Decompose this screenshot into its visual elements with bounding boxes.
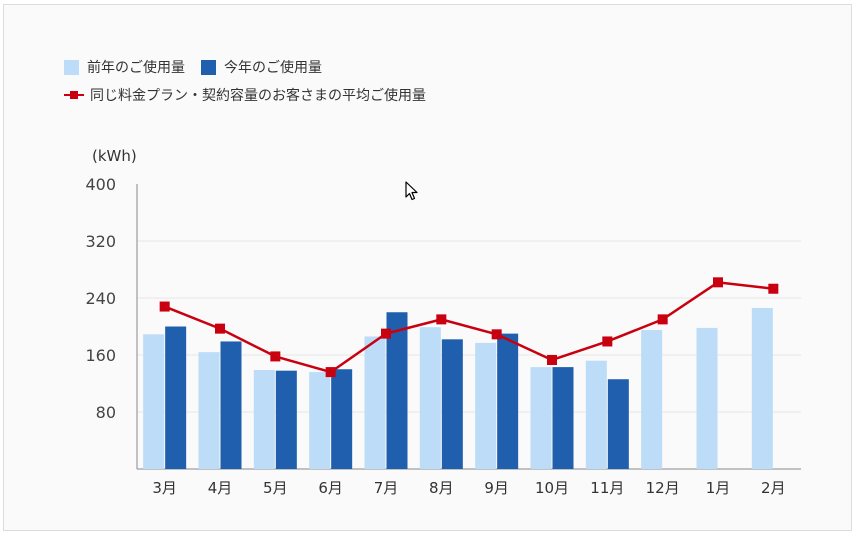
bar-current-year [331,369,353,469]
x-tick-label: 5月 [263,479,288,497]
mouse-cursor-icon [405,181,418,201]
legend-swatch-previous-year [64,59,79,75]
average-usage-marker [491,329,502,340]
legend-row-line: 同じ料金プラン・契約容量のお客さまの平均ご使用量 [64,84,442,106]
x-tick-label: 6月 [318,479,343,497]
y-tick-label: 80 [96,403,116,422]
bar-current-year [386,312,408,469]
bar-previous-year [253,369,275,469]
bar-previous-year [530,367,552,469]
legend-swatch-average [64,88,84,103]
bar-previous-year [364,336,386,469]
legend-row-bars: 前年のご使用量 今年のご使用量 [64,56,442,78]
average-usage-line [164,281,774,374]
x-tick-label: 7月 [374,479,399,497]
x-tick-label: 11月 [590,479,624,497]
legend-item-average: 同じ料金プラン・契約容量のお客さまの平均ご使用量 [64,85,426,105]
average-usage-marker [657,314,668,325]
y-tick-label: 160 [85,346,116,365]
y-axis-unit-label: (kWh) [92,147,137,165]
average-usage-marker [436,314,447,325]
x-tick-label: 8月 [429,479,454,497]
bar-previous-year [696,327,718,469]
average-usage-marker [768,283,779,294]
bar-current-year [497,333,519,469]
legend-item-current-year: 今年のご使用量 [201,57,322,77]
average-usage-marker [381,328,391,339]
legend-swatch-current-year [201,59,216,75]
chart-legend: 前年のご使用量 今年のご使用量 同じ料金プラン・契約容量のお客さまの平均ご使用量 [64,56,442,112]
bar-previous-year [419,327,441,469]
bar-previous-year [475,342,497,469]
average-usage-marker [215,323,225,334]
bar-previous-year [585,360,607,469]
bar-current-year [607,379,629,469]
legend-label-average: 同じ料金プラン・契約容量のお客さまの平均ご使用量 [90,88,426,104]
x-tick-label: 9月 [484,479,509,497]
bar-current-year [220,341,242,469]
y-tick-label: 240 [85,289,116,308]
bar-current-year [441,339,463,469]
y-tick-label: 320 [85,232,116,251]
bar-previous-year [143,334,165,469]
x-tick-label: 10月 [535,479,569,497]
legend-label-previous-year: 前年のご使用量 [87,60,185,76]
bar-previous-year [309,372,331,469]
average-usage-marker [159,301,170,312]
legend-label-current-year: 今年のご使用量 [224,60,322,76]
y-tick-label: 400 [85,175,116,194]
average-usage-marker [325,367,336,378]
x-tick-label: 12月 [646,479,680,497]
bar-current-year [165,326,187,469]
x-tick-label: 1月 [706,479,731,497]
bar-current-year [275,370,297,469]
bar-previous-year [198,352,220,469]
average-usage-marker [602,336,613,347]
bar-previous-year [641,330,663,469]
average-usage-marker [713,277,723,288]
average-usage-marker [270,351,281,362]
bar-current-year [552,367,574,469]
legend-item-previous-year: 前年のご使用量 [64,57,185,77]
x-tick-label: 2月 [761,479,786,497]
x-tick-label: 4月 [208,479,233,497]
x-tick-label: 3月 [152,479,177,497]
bar-previous-year [751,307,773,469]
average-usage-marker [547,354,557,365]
